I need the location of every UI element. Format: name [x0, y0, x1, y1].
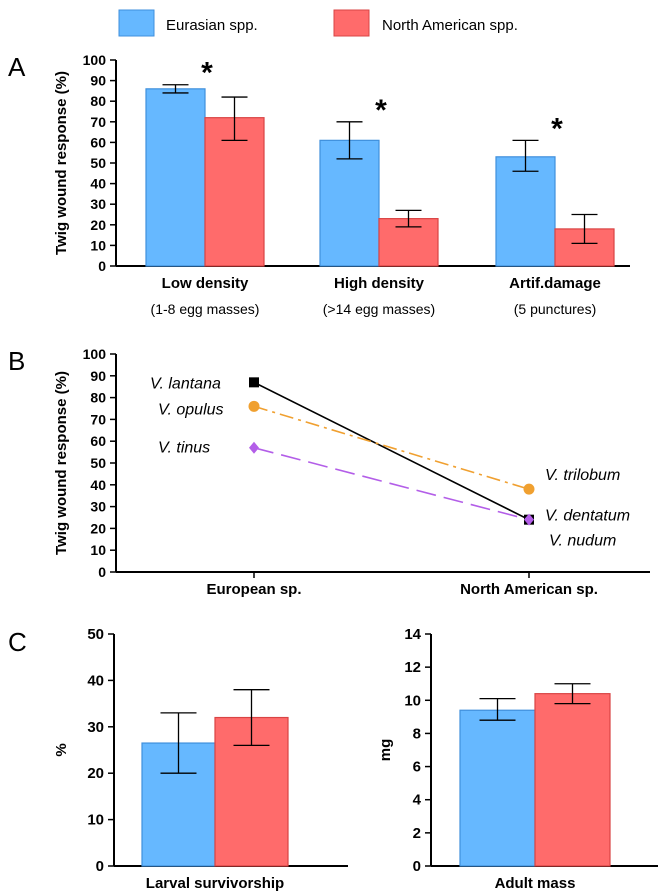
panel-b-marker-v-tinus: [249, 441, 259, 454]
panel-b-y-tick-label: 10: [90, 542, 106, 558]
panel-a-y-tick-label: 100: [83, 52, 107, 68]
panel-b-series-end-label-v-trilobum: V. trilobum: [545, 467, 620, 484]
panel-b-y-axis-title: Twig wound response (%): [53, 371, 70, 555]
panel-c-larval-y-tick-label: 10: [87, 812, 104, 829]
panel-a-y-tick-label: 70: [90, 114, 106, 130]
panel-a-category-sublabel: (>14 egg masses): [323, 301, 435, 317]
panel-a-category-label: Low density: [162, 275, 249, 292]
panel-a-category-sublabel: (5 punctures): [514, 301, 596, 317]
panel-a-y-tick-label: 60: [90, 134, 106, 150]
panel-a-category-sublabel: (1-8 egg masses): [151, 301, 260, 317]
panel-a-y-tick-label: 90: [90, 73, 106, 89]
panel-a-significance-star: *: [375, 94, 387, 127]
legend: Eurasian spp. North American spp.: [118, 9, 518, 37]
panel-c-adult-bar-eurasian: [459, 709, 536, 867]
panel-letter-a: A: [8, 52, 26, 82]
panel-c-adult-x-axis-title: Adult mass: [495, 875, 576, 892]
legend-label-eurasian: Eurasian spp.: [166, 17, 258, 34]
panel-a-y-tick-label: 0: [98, 258, 106, 274]
panel-a-bar-north-american: [204, 117, 265, 267]
panel-c-adult-bar-north-american: [534, 693, 611, 867]
panel-c-larval-y-tick-label: 50: [87, 626, 104, 643]
panel-c-adult-mass-chart: 0 2 4 6 8 10 12 14 mg Adult mass: [377, 626, 658, 892]
panel-b-y-tick-label: 70: [90, 411, 106, 427]
panel-c-adult-y-tick-label: 2: [413, 825, 421, 842]
panel-c-larval-y-tick-label: 30: [87, 719, 104, 736]
panel-a-y-tick-label: 40: [90, 176, 106, 192]
panel-c-adult-y-tick-label: 10: [404, 692, 421, 709]
panel-b-series-line-v-lantana: [253, 381, 530, 521]
panel-b-y-tick-label: 100: [83, 346, 107, 362]
panel-b-marker-v-opulus: [523, 483, 535, 495]
panel-b-marker-v-tinus: [524, 513, 534, 526]
panel-a-bar-chart: 0 10 20 30 40 50 60 70 80 90 100 Twig wound respons…: [53, 52, 630, 317]
panel-c-adult-y-axis-title: mg: [377, 739, 394, 762]
panel-a-bar-eurasian: [319, 139, 380, 267]
panel-c-larval-y-tick-label: 20: [87, 765, 104, 782]
panel-c-adult-y-tick-label: 6: [413, 759, 421, 776]
panel-b-category-label: North American sp.: [460, 581, 598, 598]
panel-b-y-tick-label: 80: [90, 390, 106, 406]
panel-c-adult-y-tick-label: 14: [404, 626, 421, 643]
panel-c-larval-y-tick-label: 0: [96, 858, 104, 875]
panel-c-adult-y-tick-label: 0: [413, 858, 421, 875]
panel-c-larval-y-tick-label: 40: [87, 672, 104, 689]
panel-b-series-end-label-v-dentatum: V. dentatum: [545, 508, 630, 525]
panel-b-series-end-label-v-nudum: V. nudum: [549, 533, 616, 550]
panel-b-series-label-v-tinus: V. tinus: [158, 440, 210, 457]
panel-a-y-tick-label: 80: [90, 93, 106, 109]
panel-a-y-axis-title: Twig wound response (%): [53, 71, 70, 255]
panel-c-adult-y-tick-label: 8: [413, 725, 421, 742]
panel-a-bar-eurasian: [495, 156, 556, 267]
panel-a-category-label: Artif.damage: [509, 275, 601, 292]
panel-a-y-tick-label: 50: [90, 155, 106, 171]
panel-b-y-tick-label: 50: [90, 455, 106, 471]
panel-b-series-line-v-tinus: [253, 446, 530, 521]
panel-a-significance-star: *: [551, 112, 563, 145]
legend-label-north-american: North American spp.: [382, 17, 518, 34]
legend-swatch-eurasian: [118, 9, 155, 37]
panel-c-adult-y-tick-label: 4: [413, 792, 422, 809]
panel-b-category-label: European sp.: [206, 581, 301, 598]
panel-c-larval-survivorship-chart: 0 10 20 30 40 50% Larval survivorship: [53, 626, 348, 892]
panel-a-y-tick-label: 30: [90, 196, 106, 212]
panel-a-bar-eurasian: [145, 88, 206, 267]
panel-b-y-tick-label: 0: [98, 564, 106, 580]
panel-a-significance-star: *: [201, 57, 213, 90]
panel-c-larval-x-axis-title: Larval survivorship: [146, 875, 284, 892]
panel-a-y-tick-label: 10: [90, 237, 106, 253]
panel-a-y-tick-label: 20: [90, 217, 106, 233]
panel-c-larval-y-axis-title: %: [53, 743, 70, 756]
panel-b-y-tick-label: 30: [90, 499, 106, 515]
panel-letter-c: C: [8, 627, 27, 657]
panel-letter-b: B: [8, 346, 25, 376]
panel-b-y-tick-label: 20: [90, 520, 106, 536]
panel-b-series-label-v-lantana: V. lantana: [150, 375, 221, 392]
panel-b-series-line-v-opulus: [253, 405, 530, 490]
panel-b-y-tick-label: 90: [90, 368, 106, 384]
panel-b-y-tick-label: 40: [90, 477, 106, 493]
legend-swatch-north-american: [333, 9, 370, 37]
panel-a-category-label: High density: [334, 275, 425, 292]
panel-c-adult-y-tick-label: 12: [404, 659, 421, 676]
panel-b-marker-v-opulus: [248, 400, 260, 412]
panel-b-marker-v-lantana: [249, 377, 259, 388]
panel-b-series-label-v-opulus: V. opulus: [158, 401, 224, 418]
panel-b-y-tick-label: 60: [90, 433, 106, 449]
panel-b-line-chart: 0 10 20 30 40 50 60 70 80 90 100 Twig wound respons…: [53, 346, 650, 598]
